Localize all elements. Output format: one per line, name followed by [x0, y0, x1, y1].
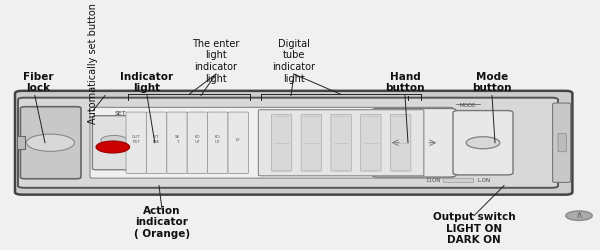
- FancyBboxPatch shape: [20, 107, 81, 179]
- Text: Output switch
LIGHT ON
DARK ON: Output switch LIGHT ON DARK ON: [433, 212, 515, 245]
- FancyBboxPatch shape: [208, 112, 228, 174]
- Circle shape: [96, 141, 130, 153]
- FancyBboxPatch shape: [90, 107, 453, 178]
- Text: Action
indicator
( Orange): Action indicator ( Orange): [134, 206, 190, 239]
- Text: Indicator
light: Indicator light: [121, 72, 173, 94]
- FancyBboxPatch shape: [228, 112, 248, 174]
- Text: D.ON: D.ON: [427, 178, 441, 183]
- FancyBboxPatch shape: [15, 91, 572, 195]
- Text: KO
UT: KO UT: [194, 136, 200, 144]
- Text: LV: LV: [236, 138, 241, 142]
- FancyBboxPatch shape: [187, 112, 208, 174]
- FancyBboxPatch shape: [453, 110, 513, 175]
- FancyBboxPatch shape: [301, 114, 322, 171]
- FancyBboxPatch shape: [553, 103, 571, 182]
- Bar: [17, 136, 25, 149]
- FancyBboxPatch shape: [331, 114, 352, 171]
- Text: Mode
button: Mode button: [472, 72, 512, 94]
- Text: The enter
light
indicator
light: The enter light indicator light: [193, 39, 239, 84]
- Text: Digital
tube
indicator
light: Digital tube indicator light: [272, 39, 316, 84]
- Text: F.T
IME: F.T IME: [153, 136, 160, 144]
- FancyBboxPatch shape: [361, 114, 381, 171]
- Circle shape: [101, 136, 127, 145]
- Circle shape: [566, 211, 592, 220]
- FancyBboxPatch shape: [126, 112, 146, 174]
- Text: L.ON: L.ON: [477, 178, 490, 183]
- FancyBboxPatch shape: [271, 114, 292, 171]
- Text: Hand
button: Hand button: [385, 72, 425, 94]
- FancyBboxPatch shape: [146, 112, 167, 174]
- Circle shape: [466, 137, 500, 149]
- Text: MODE: MODE: [459, 103, 476, 108]
- Bar: [443, 178, 473, 182]
- FancyBboxPatch shape: [372, 108, 456, 177]
- Text: SET: SET: [114, 111, 126, 116]
- FancyBboxPatch shape: [558, 134, 566, 152]
- FancyBboxPatch shape: [259, 110, 424, 176]
- Text: KO
UT: KO UT: [215, 136, 221, 144]
- Text: ∧: ∧: [575, 210, 583, 220]
- FancyBboxPatch shape: [167, 112, 187, 174]
- Text: Fiber
lock: Fiber lock: [23, 72, 53, 94]
- Text: Automatically set button: Automatically set button: [88, 3, 98, 124]
- Text: SE
T: SE T: [175, 136, 179, 144]
- FancyBboxPatch shape: [391, 114, 411, 171]
- FancyBboxPatch shape: [18, 98, 558, 188]
- Circle shape: [26, 134, 74, 151]
- FancyBboxPatch shape: [92, 116, 136, 170]
- Text: OUT
PUT: OUT PUT: [132, 136, 140, 144]
